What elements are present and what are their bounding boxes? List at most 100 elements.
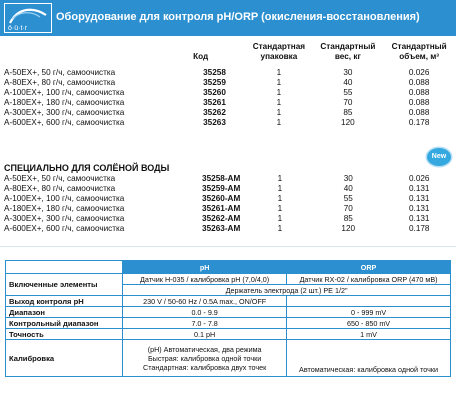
product-pack: 1 — [276, 118, 282, 127]
product-volume: 0.131 — [408, 204, 430, 213]
product-code: 35262-AM — [202, 214, 241, 223]
product-name: A-80EX+, 80 г/ч, самоочистка — [4, 78, 116, 87]
product-pack: 1 — [277, 194, 283, 203]
table-row: Контрольный диапазон 7.0 - 7.8 650 - 850… — [4, 317, 451, 329]
spec-control-orp: 650 - 850 mV — [286, 317, 451, 329]
spec-header-empty — [4, 260, 124, 274]
brand-logo-icon: ö·ü·t·r — [4, 3, 52, 33]
product-volume: 0.088 — [408, 108, 430, 117]
product-volume: 0.088 — [408, 88, 430, 97]
spec-label-output: Выход контроля pH — [4, 295, 124, 307]
page-header: ö·ü·t·r Оборудование для контроля pH/ORP… — [0, 0, 456, 36]
product-pack: 1 — [277, 224, 283, 233]
spec-included-ph: Датчик H-035 / калибровка pH (7,0/4,0) — [122, 273, 288, 285]
product-volume: 0.026 — [408, 68, 430, 77]
table-row: A-80EX+, 80 г/ч, самоочистка 35259 1 40 … — [0, 78, 456, 88]
table-row: A-50EX+, 50 г/ч, самоочистка 35258-AM 1 … — [0, 174, 456, 184]
spec-calibration-orp: Автоматическая: калибровка одной точки — [286, 339, 451, 377]
table-row: A-300EX+, 300 г/ч, самоочистка 35262 1 8… — [0, 108, 456, 118]
table-row: A-600EX+, 600 г/ч, самоочистка 35263-AM … — [0, 224, 456, 234]
salt-products-table: A-50EX+, 50 г/ч, самоочистка 35258-AM 1 … — [0, 174, 456, 234]
product-volume: 0.178 — [408, 224, 430, 233]
product-pack: 1 — [276, 88, 282, 97]
product-weight: 85 — [343, 108, 353, 117]
product-code: 35258 — [203, 68, 226, 77]
spec-label-control: Контрольный диапазон — [4, 317, 124, 329]
product-weight: 30 — [343, 68, 353, 77]
logo-text: ö·ü·t·r — [8, 25, 28, 32]
product-pack: 1 — [277, 214, 283, 223]
product-weight: 40 — [343, 184, 353, 193]
spec-output-empty — [286, 295, 451, 307]
product-name: A-50EX+, 50 г/ч, самоочистка — [4, 174, 116, 183]
spec-calibration-ph: (pH) Автоматическая, два режима Быстрая:… — [122, 339, 288, 377]
product-weight: 30 — [343, 174, 353, 183]
table-row: A-50EX+, 50 г/ч, самоочистка 35258 1 30 … — [0, 68, 456, 78]
table-row: A-100EX+, 100 г/ч, самоочистка 35260-AM … — [0, 194, 456, 204]
product-weight: 55 — [343, 88, 353, 97]
spec-range-ph: 0.0 - 9.9 — [122, 306, 288, 318]
product-volume: 0.131 — [408, 184, 430, 193]
product-name: A-50EX+, 50 г/ч, самоочистка — [4, 68, 116, 77]
spec-included-orp: Датчик RX-02 / калибровка ORP (470 мВ) — [286, 273, 451, 285]
spec-header-orp: ORP — [286, 260, 451, 274]
product-code: 35263 — [203, 118, 226, 127]
product-code: 35263-AM — [202, 224, 241, 233]
product-pack: 1 — [277, 184, 283, 193]
product-weight: 70 — [343, 98, 353, 107]
product-name: A-300EX+, 300 г/ч, самоочистка — [4, 108, 125, 117]
product-pack: 1 — [276, 98, 282, 107]
spec-header-row: pH ORP — [4, 260, 451, 274]
product-code: 35259-AM — [202, 184, 241, 193]
product-code: 35262 — [203, 108, 226, 117]
spec-table: pH ORP Включенные элементы Датчик H-035 … — [4, 260, 451, 377]
product-volume: 0.178 — [408, 118, 430, 127]
product-volume: 0.026 — [408, 174, 430, 183]
spec-calibration-ph-line-2: Быстрая: калибровка одной точки — [147, 353, 262, 363]
table-row: A-300EX+, 300 г/ч, самоочистка 35262-AM … — [0, 214, 456, 224]
product-name: A-600EX+, 600 г/ч, самоочистка — [4, 224, 125, 233]
product-code: 35258-AM — [202, 174, 241, 183]
product-name: A-80EX+, 80 г/ч, самоочистка — [4, 184, 116, 193]
spec-calibration-ph-line-3: Стандартная: калибровка двух точек — [143, 362, 267, 372]
products-table: Код Стандартная упаковка Стандартный вес… — [0, 42, 456, 128]
spec-accuracy-orp: 1 mV — [286, 328, 451, 340]
products-header-name — [0, 42, 185, 62]
product-code: 35260-AM — [202, 194, 241, 203]
spec-calibration-ph-line-1: (pH) Автоматическая, два режима — [147, 344, 262, 354]
table-row: Включенные элементы Датчик H-035 / калиб… — [4, 273, 451, 296]
spec-range-orp: 0 - 999 mV — [286, 306, 451, 318]
product-volume: 0.131 — [408, 214, 430, 223]
product-pack: 1 — [276, 78, 282, 87]
product-weight: 55 — [343, 194, 353, 203]
spec-control-ph: 7.0 - 7.8 — [122, 317, 288, 329]
product-weight: 40 — [343, 78, 353, 87]
product-code: 35259 — [203, 78, 226, 87]
spec-label-range: Диапазон — [4, 306, 124, 318]
products-header-pack-label: Стандартная упаковка — [252, 42, 306, 61]
product-code: 35260 — [203, 88, 226, 97]
spec-included-common: Держатель электрода (2 шт.) PE 1/2" — [122, 284, 451, 296]
products-header-volume: Стандартный объем, м³ — [382, 42, 456, 62]
products-header-code: Код — [193, 52, 209, 61]
product-name: A-180EX+, 180 г/ч, самоочистка — [4, 204, 125, 213]
table-row: Точность 0.1 pH 1 mV — [4, 328, 451, 340]
new-badge: New — [427, 148, 451, 166]
products-header-row: Код Стандартная упаковка Стандартный вес… — [0, 42, 456, 62]
product-volume: 0.131 — [408, 194, 430, 203]
product-pack: 1 — [277, 174, 283, 183]
products-header-pack: Стандартная упаковка — [244, 42, 313, 62]
spec-label-included: Включенные элементы — [4, 273, 124, 296]
spec-accuracy-ph: 0.1 pH — [122, 328, 288, 340]
product-code: 35261 — [203, 98, 226, 107]
products-header-volume-label: Стандартный объем, м³ — [391, 42, 447, 61]
table-row: A-180EX+, 180 г/ч, самоочистка 35261 1 7… — [0, 98, 456, 108]
product-name: A-100EX+, 100 г/ч, самоочистка — [4, 88, 125, 97]
spec-output-value: 230 V / 50-60 Hz / 0.5A max., ON/OFF — [122, 295, 288, 307]
section-divider — [0, 246, 456, 247]
product-weight: 120 — [341, 224, 356, 233]
product-name: A-180EX+, 180 г/ч, самоочистка — [4, 98, 125, 107]
page-title: Оборудование для контроля pH/ORP (окисле… — [56, 11, 420, 23]
salt-section-title: СПЕЦИАЛЬНО ДЛЯ СОЛЁНОЙ ВОДЫ — [4, 163, 170, 173]
spec-header-ph: pH — [122, 260, 288, 274]
